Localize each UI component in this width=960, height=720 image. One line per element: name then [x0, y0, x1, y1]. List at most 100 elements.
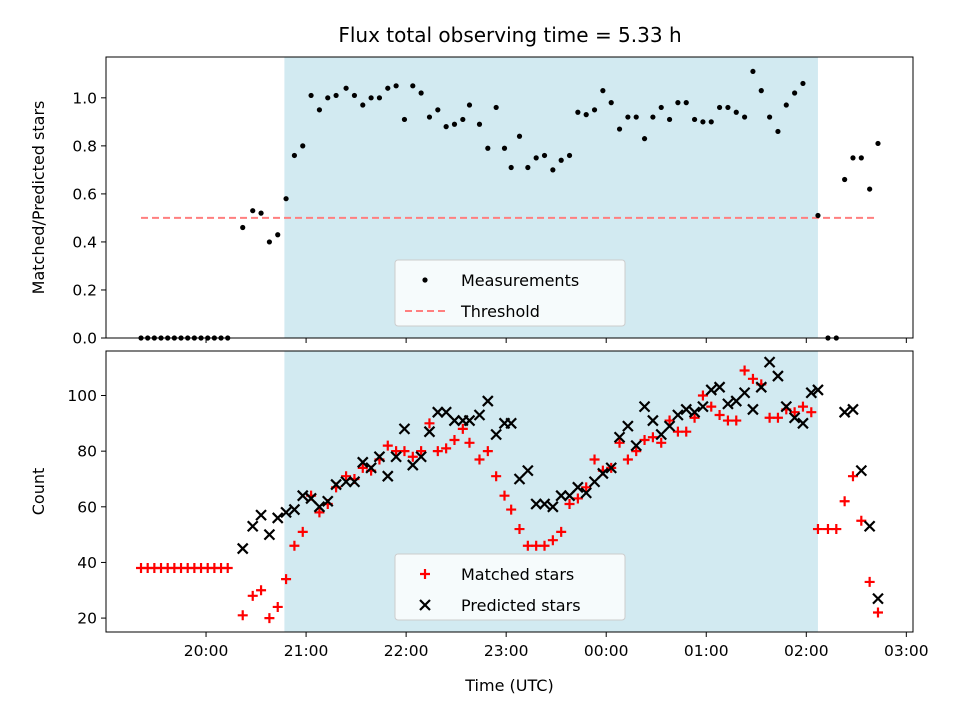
- legend-handle-matched: [420, 569, 430, 579]
- matched-star-marker: [747, 373, 758, 384]
- measurement-point: [683, 100, 689, 106]
- predicted-star-marker: [563, 489, 576, 502]
- predicted-star-marker: [522, 464, 534, 477]
- predicted-star-marker: [638, 400, 651, 413]
- measurement-point: [283, 196, 289, 202]
- predicted-star-marker: [838, 406, 851, 418]
- predicted-star-marker: [321, 495, 334, 508]
- predicted-star-marker: [555, 489, 567, 502]
- measurement-point: [376, 95, 383, 101]
- x-tick-label: 22:00: [384, 642, 429, 660]
- predicted-star-marker: [513, 473, 526, 485]
- y-tick-label: 60: [77, 498, 97, 516]
- matched-star-marker: [764, 412, 775, 423]
- predicted-star-marker: [680, 403, 693, 416]
- predicted-star-marker: [713, 381, 726, 393]
- predicted-star-marker: [722, 398, 734, 410]
- measurement-point: [508, 164, 514, 171]
- predicted-star-marker: [348, 475, 361, 488]
- measurement-point: [733, 109, 739, 115]
- chart-title: Flux total observing time = 5.33 h: [338, 23, 681, 47]
- predicted-star-marker: [271, 512, 284, 524]
- matched-star-marker: [491, 471, 502, 482]
- x-tick-label: 02:00: [784, 642, 829, 660]
- measurement-point: [608, 100, 614, 106]
- predicted-star-marker: [296, 489, 309, 502]
- matched-star-marker: [272, 601, 283, 612]
- y-tick-label: 40: [77, 554, 97, 572]
- ratio-panel: 0.0 0.2 0.4 0.6 0.8 1.0 Matched/Predicted star…: [29, 56, 914, 348]
- predicted-star-marker: [697, 400, 709, 413]
- x-tick-label: 21:00: [284, 642, 329, 660]
- matched-star-marker: [474, 454, 485, 465]
- predicted-star-marker: [622, 420, 634, 432]
- predicted-star-marker: [663, 420, 676, 432]
- measurement-point: [460, 116, 466, 123]
- predicted-star-marker: [505, 417, 517, 430]
- matched-star-marker: [664, 415, 675, 426]
- predicted-star-marker: [797, 417, 809, 430]
- measurement-point: [583, 112, 589, 118]
- measurement-point: [867, 186, 873, 192]
- matched-star-marker: [482, 446, 493, 457]
- matched-star-marker: [631, 446, 642, 457]
- y-tick-label: 0.2: [72, 281, 97, 299]
- measurement-point: [316, 107, 323, 113]
- predicted-star-marker: [255, 509, 267, 521]
- matched-star-marker: [581, 482, 592, 493]
- predicted-star-marker: [688, 406, 701, 418]
- matched-star-marker: [247, 590, 258, 601]
- measurement-point: [501, 145, 508, 151]
- legend-label: Threshold: [460, 302, 540, 321]
- predicted-star-marker: [730, 395, 743, 407]
- matched-star-marker: [547, 535, 558, 546]
- predicted-star-marker: [872, 592, 884, 605]
- matched-star-marker: [391, 446, 402, 457]
- matched-star-marker: [289, 540, 300, 551]
- matched-star-marker: [656, 437, 667, 448]
- matched-star-marker: [839, 496, 850, 507]
- predicted-star-marker: [647, 414, 659, 427]
- measurement-point: [758, 88, 764, 94]
- matched-star-marker: [772, 412, 783, 423]
- matched-star-marker: [647, 432, 658, 443]
- measurement-point: [783, 102, 789, 108]
- predicted-star-marker: [305, 492, 317, 505]
- predicted-star-marker: [538, 498, 551, 510]
- measurement-point: [666, 116, 673, 123]
- matched-star-marker: [556, 526, 567, 537]
- y-tick-label: 100: [67, 387, 97, 405]
- measurement-point: [550, 167, 556, 173]
- predicted-star-marker: [473, 409, 486, 421]
- matched-star-marker: [416, 446, 427, 457]
- predicted-star-marker: [356, 456, 369, 469]
- measurement-point: [360, 102, 366, 108]
- matched-star-marker: [672, 426, 683, 437]
- predicted-star-marker: [373, 450, 386, 463]
- measurement-point: [401, 116, 408, 123]
- matched-star-marker: [722, 415, 733, 426]
- measurement-point: [616, 126, 623, 132]
- legend-box: [394, 259, 626, 327]
- axes-frame: [105, 350, 914, 633]
- measurement-point: [291, 152, 298, 159]
- matched-star-marker: [457, 423, 468, 434]
- predicted-star-marker: [763, 356, 776, 368]
- matched-star-marker: [589, 454, 600, 465]
- legend-handle-predicted: [419, 599, 431, 611]
- predicted-star-marker: [390, 450, 402, 463]
- y-tick-label: 0.0: [72, 330, 97, 348]
- measurement-point: [815, 212, 821, 219]
- legend-label: Measurements: [461, 271, 579, 290]
- measurement-point: [558, 157, 564, 163]
- matched-star-marker: [382, 440, 393, 451]
- predicted-star-marker: [313, 501, 326, 513]
- measurement-point: [633, 114, 639, 120]
- measurement-point: [575, 109, 581, 115]
- predicted-star-marker: [263, 528, 276, 541]
- matched-star-marker: [689, 412, 700, 423]
- legend-box: [394, 553, 626, 621]
- predicted-star-marker: [288, 503, 301, 516]
- matched-star-marker: [506, 504, 517, 515]
- matched-star-marker: [714, 409, 725, 420]
